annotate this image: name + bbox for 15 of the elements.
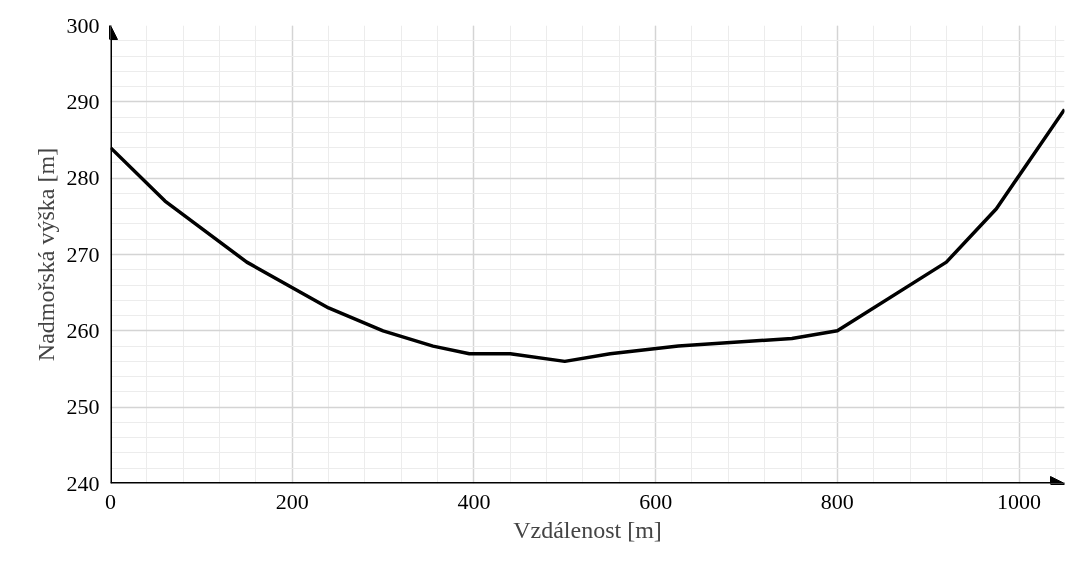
- y-tick-label: 290: [66, 88, 100, 114]
- x-axis-title: Vzdálenost [m]: [513, 516, 662, 543]
- x-tick-label: 1000: [997, 488, 1042, 514]
- y-axis-title: Nadmořská výška [m]: [32, 147, 59, 362]
- y-tick-label: 300: [66, 12, 100, 38]
- y-tick-label: 280: [66, 165, 100, 191]
- y-tick-label: 250: [66, 394, 100, 420]
- x-tick-label: 200: [275, 488, 309, 514]
- y-tick-label: 260: [66, 317, 100, 343]
- y-tick-label: 270: [66, 241, 100, 267]
- x-tick-label: 800: [820, 488, 854, 514]
- x-tick-label: 400: [457, 488, 491, 514]
- y-tick-label: 240: [66, 470, 100, 496]
- x-tick-label: 0: [105, 488, 116, 514]
- x-tick-label: 600: [639, 488, 673, 514]
